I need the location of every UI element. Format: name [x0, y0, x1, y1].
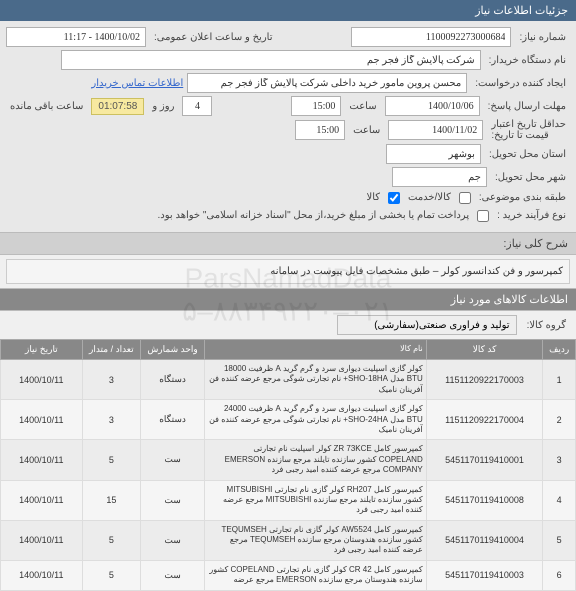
- cell-code: 1151120922170003: [426, 360, 543, 400]
- cell-idx: 3: [543, 440, 576, 480]
- countdown: 01:07:58: [91, 98, 144, 115]
- goods-table: ردیف کد کالا نام کالا واحد شمارش تعداد /…: [0, 339, 576, 591]
- page-header: جزئیات اطلاعات نیاز: [0, 0, 576, 21]
- cell-unit: ست: [140, 560, 204, 590]
- cell-idx: 4: [543, 480, 576, 520]
- table-row[interactable]: 35451170119410001کمپرسور کامل ZR 73KCE ک…: [1, 440, 576, 480]
- cell-code: 1151120922170004: [426, 400, 543, 440]
- chk-goods: کالا: [362, 190, 384, 205]
- table-row[interactable]: 21151120922170004کولر گازی اسپلیت دیواری…: [1, 400, 576, 440]
- th-idx: ردیف: [543, 340, 576, 360]
- cell-unit: ست: [140, 520, 204, 560]
- contact-link[interactable]: اطلاعات تماس خریدار: [91, 78, 183, 89]
- requester-label: ایجاد کننده درخواست:: [471, 76, 570, 91]
- table-row[interactable]: 45451170119410008کمپرسور کامل RH207 کولر…: [1, 480, 576, 520]
- remain-label: ساعت باقی مانده: [6, 99, 87, 114]
- cell-qty: 3: [82, 360, 140, 400]
- buyer-org-label: نام دستگاه خریدار:: [485, 53, 570, 68]
- cell-qty: 5: [82, 560, 140, 590]
- goods-checkbox[interactable]: [388, 192, 400, 204]
- cell-name: کمپرسور کامل AW5524 کولر گازی نام تجارتی…: [205, 520, 427, 560]
- cell-name: کولر گازی اسپلیت دیواری سرد و گرم گرید A…: [205, 360, 427, 400]
- credit-min-sub: قیمت تا تاریخ:: [487, 130, 570, 141]
- cell-name: کمپرسور کامل CR 42 کولر گازی نام تجارتی …: [205, 560, 427, 590]
- desc-label: شرح کلی نیاز:: [0, 232, 576, 255]
- buy-type-checkbox[interactable]: [477, 210, 489, 222]
- cell-code: 5451170119410004: [426, 520, 543, 560]
- cell-unit: دستگاه: [140, 360, 204, 400]
- goods-header: اطلاعات کالاهای مورد نیاز: [0, 288, 576, 311]
- days-input[interactable]: [182, 96, 212, 116]
- announce-input[interactable]: [6, 27, 146, 47]
- cell-date: 1400/10/11: [1, 360, 83, 400]
- requester-input[interactable]: [187, 73, 467, 93]
- reply-date-input[interactable]: [385, 96, 480, 116]
- table-row[interactable]: 65451170119410003کمپرسور کامل CR 42 کولر…: [1, 560, 576, 590]
- topic-label: طبقه بندی موضوعی:: [475, 190, 570, 205]
- time-label-2: ساعت: [349, 123, 384, 138]
- th-name: نام کالا: [205, 340, 427, 360]
- cell-idx: 6: [543, 560, 576, 590]
- need-no-input[interactable]: [351, 27, 511, 47]
- reply-time-input[interactable]: [291, 96, 341, 116]
- cell-unit: دستگاه: [140, 400, 204, 440]
- time-label-1: ساعت: [345, 99, 380, 114]
- city-input[interactable]: [392, 167, 487, 187]
- cell-date: 1400/10/11: [1, 560, 83, 590]
- cell-idx: 2: [543, 400, 576, 440]
- th-code: کد کالا: [426, 340, 543, 360]
- cell-date: 1400/10/11: [1, 520, 83, 560]
- cell-name: کمپرسور کامل RH207 کولر گازی نام تجارتی …: [205, 480, 427, 520]
- cell-code: 5451170119410003: [426, 560, 543, 590]
- th-date: تاریخ نیاز: [1, 340, 83, 360]
- credit-date-input[interactable]: [388, 120, 483, 140]
- form-area: شماره نیاز: تاریخ و ساعت اعلان عمومی: نا…: [0, 21, 576, 232]
- cell-name: کولر گازی اسپلیت دیواری سرد و گرم گرید A…: [205, 400, 427, 440]
- day-label: روز و: [148, 99, 178, 114]
- group-label: گروه کالا:: [523, 318, 570, 333]
- cell-date: 1400/10/11: [1, 400, 83, 440]
- cell-qty: 15: [82, 480, 140, 520]
- cell-code: 5451170119410008: [426, 480, 543, 520]
- cell-idx: 1: [543, 360, 576, 400]
- cell-name: کمپرسور کامل ZR 73KCE کولر اسپلیت نام تج…: [205, 440, 427, 480]
- buy-type-note: پرداخت تمام یا بخشی از مبلغ خرید،از محل …: [154, 208, 474, 223]
- cell-unit: ست: [140, 480, 204, 520]
- reply-deadline-label: مهلت ارسال پاسخ:: [484, 99, 570, 114]
- province-input[interactable]: [386, 144, 481, 164]
- city-label: شهر محل تحویل:: [491, 170, 570, 185]
- service-checkbox[interactable]: [459, 192, 471, 204]
- cell-code: 5451170119410001: [426, 440, 543, 480]
- cell-qty: 5: [82, 440, 140, 480]
- desc-text: کمپرسور و فن کندانسور کولر – طبق مشخصات …: [6, 259, 570, 284]
- announce-label: تاریخ و ساعت اعلان عمومی:: [150, 30, 277, 45]
- credit-min-label: حداقل تاریخ اعتبار: [487, 119, 570, 130]
- cell-qty: 5: [82, 520, 140, 560]
- need-no-label: شماره نیاز:: [515, 30, 570, 45]
- cell-unit: ست: [140, 440, 204, 480]
- cell-date: 1400/10/11: [1, 480, 83, 520]
- th-unit: واحد شمارش: [140, 340, 204, 360]
- group-input[interactable]: [337, 315, 517, 335]
- cell-qty: 3: [82, 400, 140, 440]
- chk-service: کالا/خدمت: [404, 190, 455, 205]
- credit-time-input[interactable]: [295, 120, 345, 140]
- group-row: گروه کالا:: [0, 311, 576, 339]
- buyer-org-input[interactable]: [61, 50, 481, 70]
- buy-type-label: نوع فرآیند خرید :: [493, 208, 570, 223]
- cell-date: 1400/10/11: [1, 440, 83, 480]
- province-label: استان محل تحویل:: [485, 147, 570, 162]
- cell-idx: 5: [543, 520, 576, 560]
- table-row[interactable]: 55451170119410004کمپرسور کامل AW5524 کول…: [1, 520, 576, 560]
- th-qty: تعداد / متدار: [82, 340, 140, 360]
- table-row[interactable]: 11151120922170003کولر گازی اسپلیت دیواری…: [1, 360, 576, 400]
